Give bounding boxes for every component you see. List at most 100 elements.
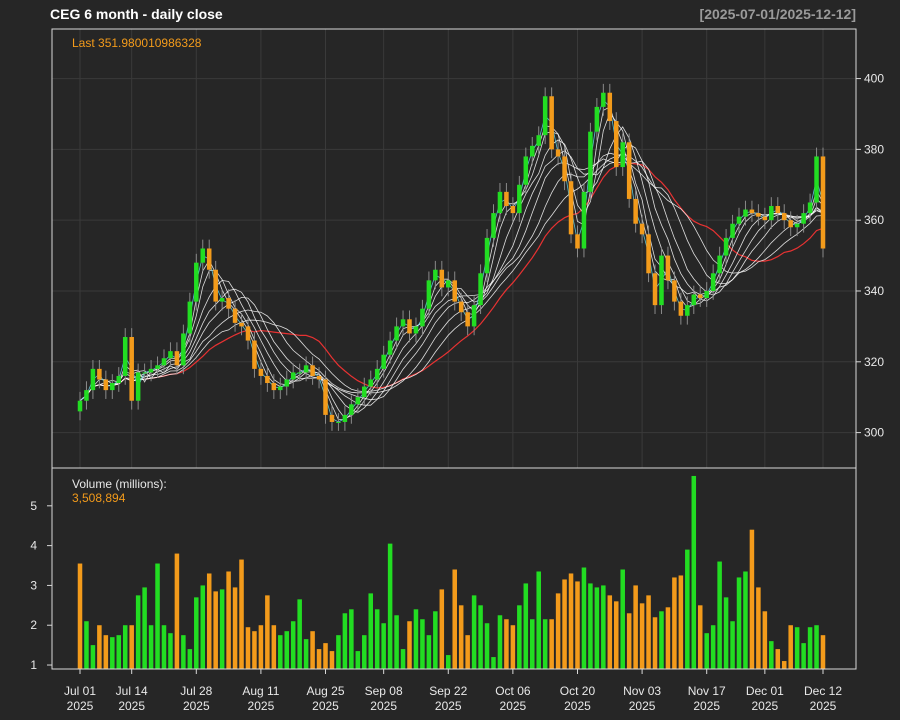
volume-bar (633, 585, 638, 669)
volume-tick-label: 3 (30, 578, 37, 592)
volume-bar (142, 587, 147, 669)
date-tick-year: 2025 (629, 699, 656, 713)
candle-body (517, 184, 522, 214)
candle-body (400, 319, 406, 327)
candle-body (678, 301, 684, 316)
volume-bar (181, 635, 186, 669)
volume-bar (529, 619, 535, 669)
volume-bar (704, 633, 709, 669)
date-tick-year: 2025 (752, 699, 779, 713)
candle-body (465, 312, 470, 327)
candle-body (323, 379, 328, 415)
candle-body (174, 351, 180, 366)
volume-bar (84, 621, 89, 669)
candle-body (717, 255, 722, 274)
volume-bar (497, 615, 503, 669)
candle-body (794, 223, 800, 228)
volume-tick-label: 2 (30, 618, 37, 632)
volume-bar (601, 585, 606, 669)
candle-body (723, 237, 729, 256)
candle-body (452, 280, 457, 302)
moving-average-line (79, 153, 824, 402)
candle-body (77, 400, 83, 412)
volume-bar (116, 635, 122, 669)
candle-body (239, 322, 244, 327)
candle-body (491, 213, 496, 238)
candle-body (672, 280, 677, 302)
candle-body (362, 386, 367, 398)
candle-body (122, 337, 128, 376)
volume-bar (523, 583, 529, 669)
candle-body (129, 337, 134, 401)
volume-bar (387, 543, 393, 669)
volume-bar (336, 635, 341, 669)
date-tick-label: Sep 22 (429, 684, 467, 698)
candle-body (484, 237, 490, 274)
candle-body (433, 269, 438, 281)
candle-body (788, 220, 793, 228)
date-tick-label: Oct 20 (560, 684, 596, 698)
volume-bar (575, 581, 580, 669)
date-tick-year: 2025 (500, 699, 527, 713)
volume-bar (110, 637, 115, 669)
candle-body (601, 92, 606, 107)
volume-bar (232, 587, 238, 669)
candle-body (497, 191, 503, 214)
candle-body (407, 319, 412, 334)
moving-average-line (79, 112, 824, 419)
candle-body (801, 213, 806, 224)
volume-bar (710, 625, 716, 669)
volume-bar (743, 571, 748, 669)
date-tick-year: 2025 (312, 699, 339, 713)
volume-bar (219, 589, 225, 669)
volume-bar (155, 563, 160, 669)
candle-body (381, 354, 386, 369)
volume-bar (161, 625, 167, 669)
volume-bar (672, 577, 677, 669)
price-tick-label: 320 (864, 355, 884, 369)
candle-body (245, 326, 251, 341)
volume-bar (329, 651, 335, 669)
candle-body (665, 255, 671, 281)
volume-bar (491, 657, 496, 669)
volume-bar (504, 619, 509, 669)
date-tick-year: 2025 (810, 699, 837, 713)
candle-body (659, 255, 664, 306)
candle-body (206, 248, 212, 270)
candle-body (161, 358, 167, 366)
volume-bar (258, 625, 264, 669)
candle-body (594, 106, 600, 132)
date-tick-year: 2025 (248, 699, 275, 713)
candle-body (329, 414, 335, 422)
volume-bar (297, 599, 302, 669)
candle-body (187, 301, 193, 334)
volume-bar (400, 649, 406, 669)
candle-body (652, 273, 658, 306)
volume-bar (284, 631, 290, 669)
volume-bar (510, 625, 516, 669)
volume-bar (814, 625, 819, 669)
grid-layer (52, 29, 856, 468)
candle-body (232, 308, 238, 323)
candle-body (110, 383, 115, 391)
volume-bar (213, 591, 218, 669)
volume-bar (801, 643, 806, 669)
volume-bar (290, 621, 296, 669)
volume-bar (536, 571, 541, 669)
candle-body (394, 326, 399, 341)
volume-bar (278, 635, 283, 669)
moving-average-line (79, 99, 824, 423)
volume-bar (303, 639, 309, 669)
volume-bar (168, 633, 173, 669)
date-tick-year: 2025 (564, 699, 591, 713)
candle-body (387, 340, 393, 355)
candle-body (349, 404, 354, 415)
candle-body (620, 142, 625, 168)
volume-bar (446, 655, 451, 669)
candle-body (368, 379, 374, 387)
volume-tick-label: 4 (30, 539, 37, 553)
candle-body (265, 375, 270, 384)
date-tick-label: Dec 12 (804, 684, 842, 698)
candle-body (691, 294, 697, 306)
